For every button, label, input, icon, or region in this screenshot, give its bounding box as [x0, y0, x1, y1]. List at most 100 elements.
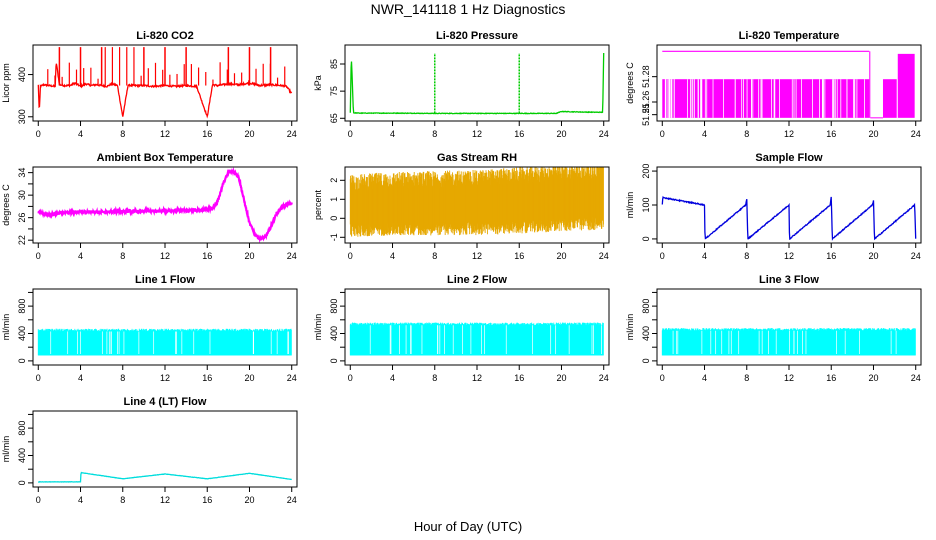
- x-tick-label: 16: [202, 373, 212, 383]
- data-series: [661, 195, 917, 241]
- series-line: [661, 195, 917, 241]
- series-band: [869, 51, 871, 118]
- x-tick-label: 0: [36, 251, 41, 261]
- x-tick-label: 20: [244, 129, 254, 139]
- data-series: [662, 50, 915, 119]
- y-tick-label: 100: [641, 197, 651, 212]
- x-tick-label: 4: [78, 251, 83, 261]
- x-tick-label: 20: [244, 373, 254, 383]
- panel-co2: Li-820 CO2 Licor ppm 0 4 8 12 16 20 24 300 400: [1, 30, 298, 139]
- y-axis-label: ml/min: [1, 436, 11, 463]
- data-series: [37, 328, 292, 356]
- y-tick-label: 30: [17, 190, 27, 200]
- x-tick-label: 20: [868, 251, 878, 261]
- panel-title: Li-820 Pressure: [436, 30, 518, 42]
- panel-title: Gas Stream RH: [437, 152, 517, 164]
- x-tick-label: 20: [556, 129, 566, 139]
- y-axis-label: degrees C: [1, 184, 11, 226]
- y-tick-label: 800: [17, 299, 27, 314]
- panel-line4: Line 4 (LT) Flow ml/min 0 4 8 12 16 20 24 0 400 800: [1, 396, 298, 505]
- x-tick-label: 12: [472, 129, 482, 139]
- x-tick-label: 16: [826, 251, 836, 261]
- y-tick-label: 300: [17, 109, 27, 124]
- y-tick-label: 1: [329, 197, 339, 202]
- x-tick-label: 0: [36, 373, 41, 383]
- figure-xlabel: Hour of Day (UTC): [414, 519, 522, 534]
- x-tick-label: 4: [702, 251, 707, 261]
- y-tick-label: 2: [329, 178, 339, 183]
- x-tick-label: 24: [911, 251, 921, 261]
- x-tick-label: 20: [244, 495, 254, 505]
- x-tick-label: 0: [36, 495, 41, 505]
- y-tick-label: 0: [329, 216, 339, 221]
- y-tick-label: 400: [17, 67, 27, 82]
- panel-title: Li-820 CO2: [136, 30, 193, 42]
- y-axis-label: ml/min: [1, 314, 11, 341]
- x-tick-label: 0: [348, 129, 353, 139]
- x-tick-label: 4: [390, 373, 395, 383]
- panel-line3: Line 3 Flow ml/min 0 4 8 12 16 20 24 0 400 800: [625, 274, 922, 383]
- x-tick-label: 20: [868, 373, 878, 383]
- x-tick-label: 12: [160, 251, 170, 261]
- y-tick-label: 400: [329, 326, 339, 341]
- x-tick-label: 20: [556, 251, 566, 261]
- x-tick-label: 8: [744, 373, 749, 383]
- x-tick-label: 24: [911, 373, 921, 383]
- x-tick-label: 8: [120, 373, 125, 383]
- panel-title: Line 3 Flow: [759, 274, 819, 286]
- y-tick-label: 800: [17, 421, 27, 436]
- x-tick-label: 4: [78, 373, 83, 383]
- panel-title: Sample Flow: [755, 152, 823, 164]
- panel-pressure: Li-820 Pressure kPa 0 4 8 12 16 20 24 65 75 85: [313, 30, 610, 139]
- y-tick-label: 0: [329, 358, 339, 363]
- series-line: [349, 52, 605, 115]
- x-tick-label: 24: [287, 251, 297, 261]
- data-series: [349, 167, 604, 237]
- x-tick-label: 16: [514, 129, 524, 139]
- y-tick-label: 51.28: [641, 65, 651, 88]
- x-tick-label: 20: [244, 251, 254, 261]
- x-tick-label: 12: [472, 373, 482, 383]
- series-band: [897, 53, 915, 118]
- x-tick-label: 16: [826, 129, 836, 139]
- y-axis-label: ml/min: [313, 314, 323, 341]
- series-line: [37, 167, 293, 243]
- y-tick-label: 400: [17, 448, 27, 463]
- y-axis-label: percent: [313, 189, 323, 220]
- x-tick-label: 4: [390, 251, 395, 261]
- plot-frame: [32, 410, 298, 488]
- x-tick-label: 8: [120, 251, 125, 261]
- data-series: [37, 167, 293, 243]
- x-tick-label: 0: [36, 129, 41, 139]
- x-tick-label: 0: [660, 373, 665, 383]
- y-tick-label: 26: [17, 213, 27, 223]
- x-tick-label: 8: [120, 495, 125, 505]
- x-tick-label: 12: [160, 373, 170, 383]
- y-tick-label: 800: [641, 299, 651, 314]
- series-line: [37, 471, 292, 483]
- x-tick-label: 24: [599, 129, 609, 139]
- y-tick-label: 400: [17, 326, 27, 341]
- data-series: [349, 52, 605, 115]
- panel-title: Ambient Box Temperature: [97, 152, 234, 164]
- y-tick-label: -1: [329, 233, 339, 241]
- x-tick-label: 4: [702, 129, 707, 139]
- y-axis-label: kPa: [313, 75, 323, 91]
- x-tick-label: 0: [660, 129, 665, 139]
- x-tick-label: 20: [868, 129, 878, 139]
- panel-title: Line 2 Flow: [447, 274, 507, 286]
- data-series: [349, 322, 604, 356]
- x-tick-label: 16: [202, 129, 212, 139]
- x-tick-label: 12: [784, 373, 794, 383]
- y-tick-label: 34: [17, 168, 27, 178]
- x-tick-label: 12: [784, 129, 794, 139]
- x-tick-label: 24: [599, 251, 609, 261]
- x-tick-label: 12: [160, 495, 170, 505]
- x-tick-label: 16: [826, 373, 836, 383]
- x-tick-label: 0: [660, 251, 665, 261]
- y-tick-label: 65: [329, 113, 339, 123]
- x-tick-label: 24: [287, 129, 297, 139]
